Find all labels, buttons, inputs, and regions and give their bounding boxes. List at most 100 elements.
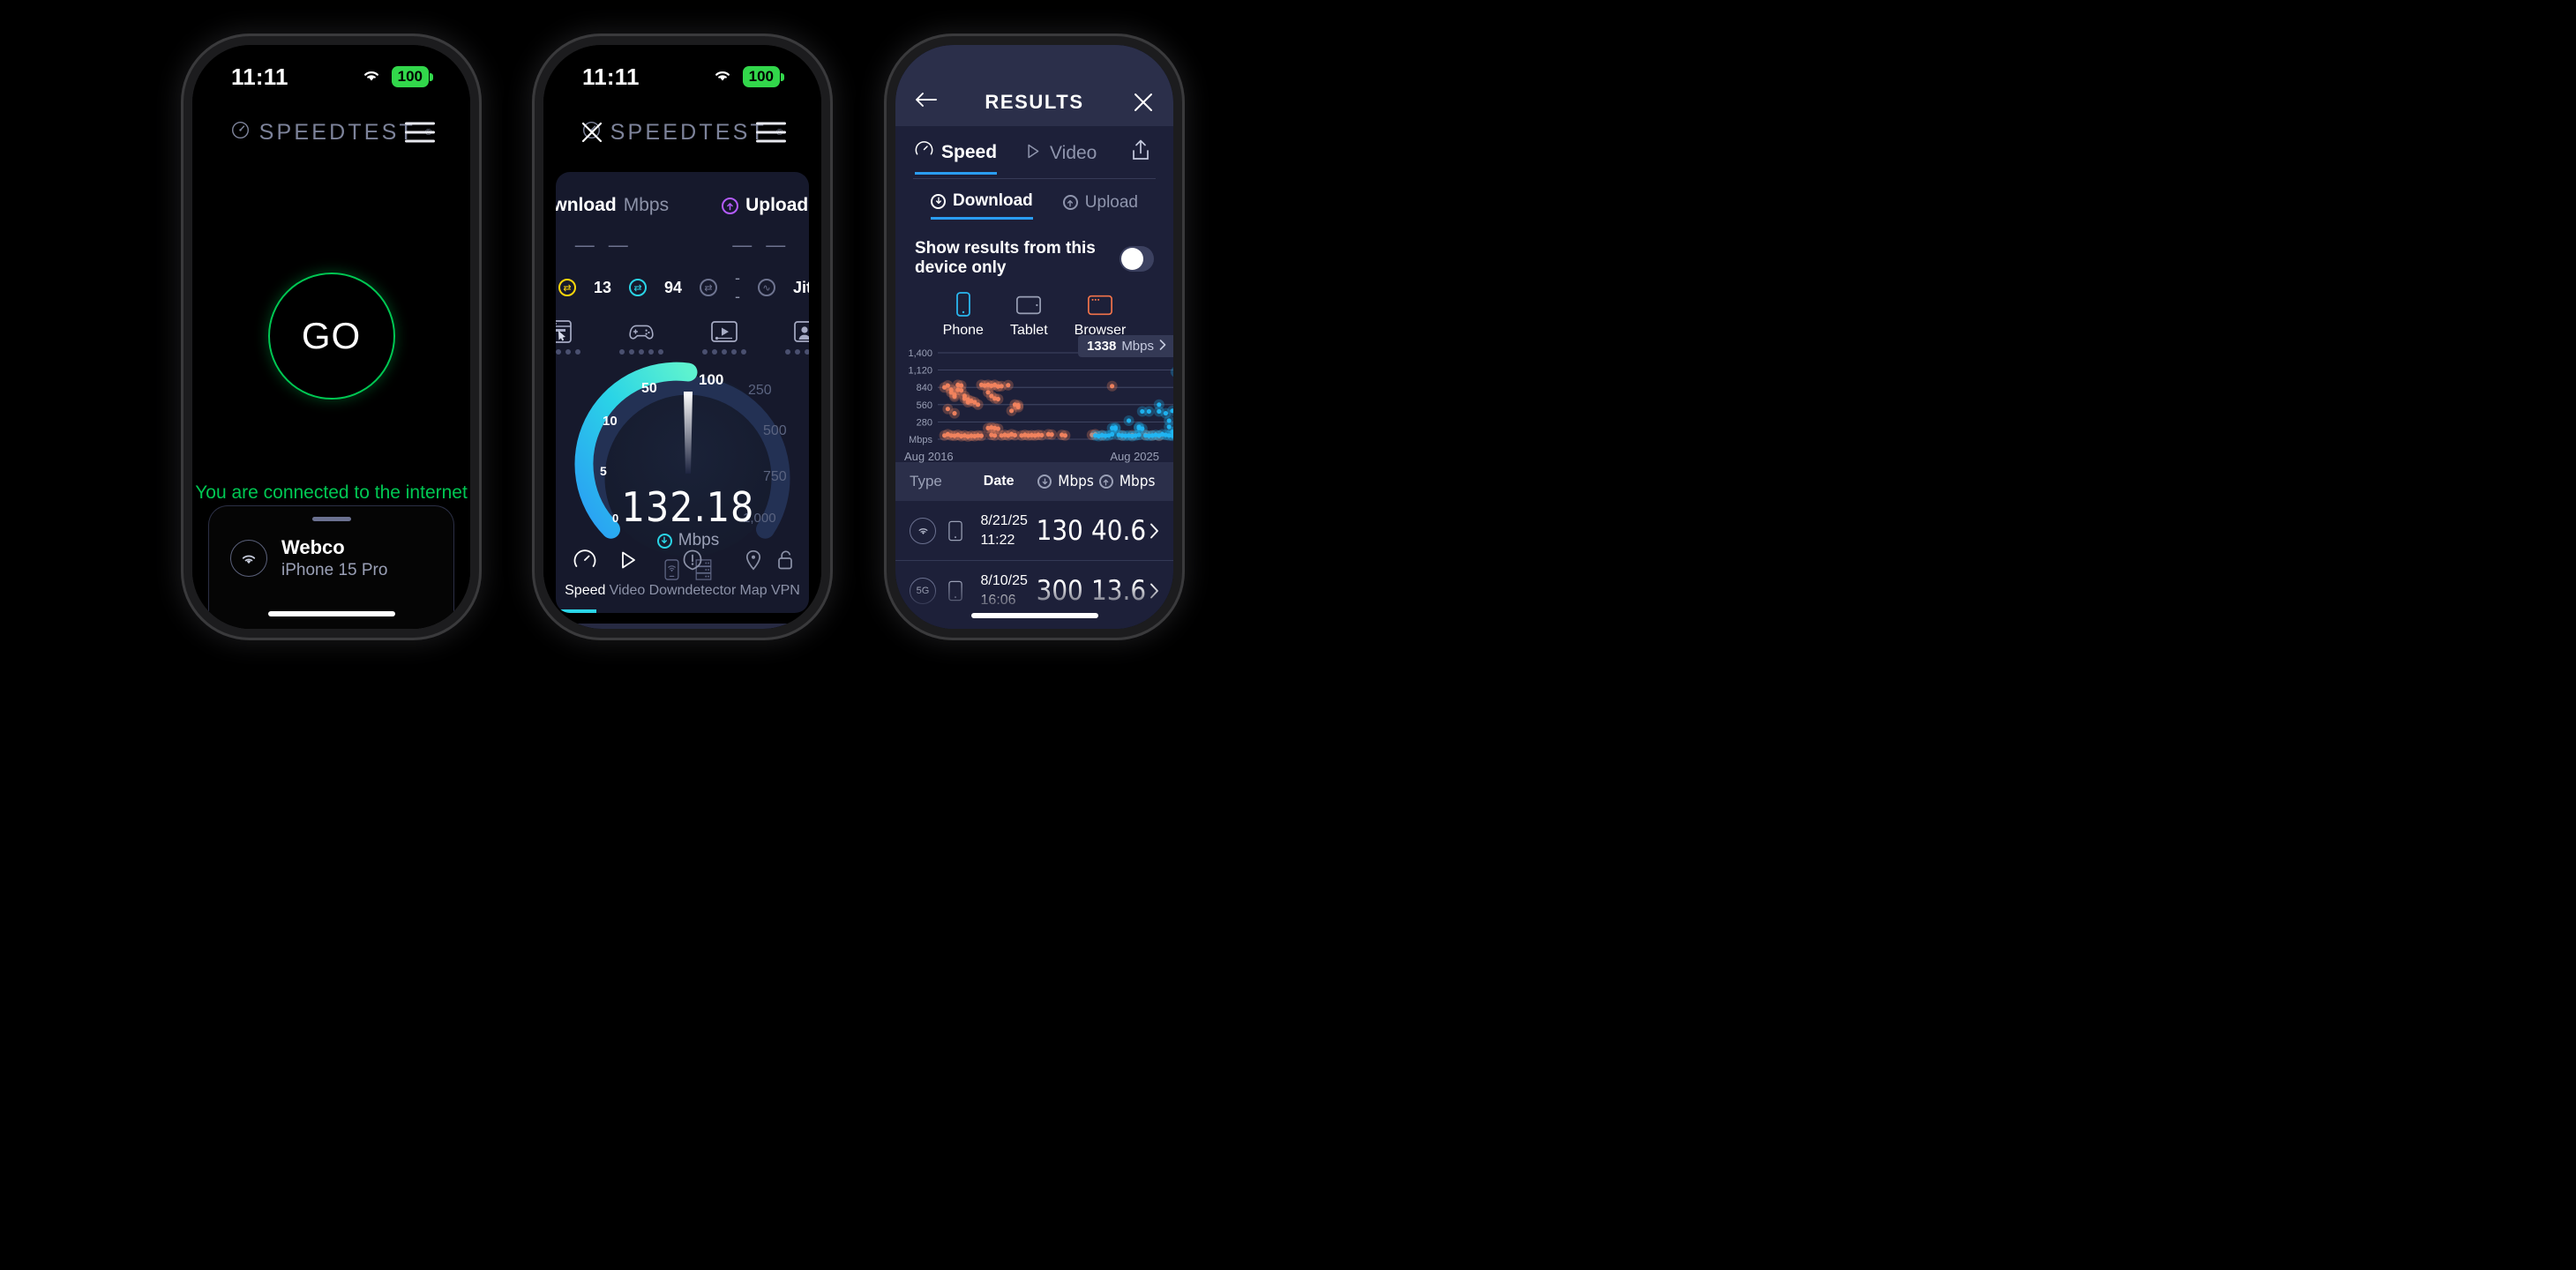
ping-idle-value: 13 [593,278,611,296]
row-date-value: 8/21/25 [980,512,1028,528]
chart-y-tick: 840 [917,383,932,393]
speed-gauge-card: Download Mbps Upload Mbps — — — — [556,172,809,613]
chevron-right-icon [1159,339,1166,354]
table-row[interactable]: 8/21/25 11:22 130 40.6 [895,501,1173,561]
chart-point [1163,411,1168,416]
device-filter-tablet[interactable]: Tablet [1010,292,1048,339]
tab-label: Upload [1084,192,1138,212]
status-icons: 100 [361,65,433,88]
header-upload[interactable]: Mbps [1095,473,1159,490]
status-time: 11:11 [582,63,640,90]
chart-y-tick: 1,400 [908,348,932,359]
chart-point [1140,408,1145,415]
battery-badge: 100 [391,65,433,88]
device-filter-toggle[interactable] [1120,245,1154,272]
chart-point [952,411,957,416]
tab-label: VPN [770,583,800,598]
device-filter-browser[interactable]: Browser [1075,292,1126,339]
phone-frame-2: 11:11 100 [532,34,833,640]
tab-speed[interactable]: Speed [565,549,605,599]
tab-video[interactable]: Video [610,549,645,599]
alert-circle-icon [681,549,704,576]
chart-point [959,383,964,388]
device-filter-phone[interactable]: Phone [943,292,984,339]
header-download[interactable]: Mbps [1037,473,1095,490]
chart-point [1006,383,1011,388]
rating-dots [784,349,809,355]
go-button[interactable]: GO [267,273,395,400]
chart-point [1157,408,1162,415]
tab-download[interactable]: Download [931,191,1033,220]
hamburger-menu-icon[interactable] [756,122,786,143]
chevron-right-icon[interactable] [1149,523,1159,539]
browser-cursor-icon[interactable] [556,320,580,355]
app-title: SPEEDTEST [610,119,768,145]
server-row[interactable]: Webco iPhone 15 Pro [230,535,432,581]
tab-upload[interactable]: Upload [1062,191,1138,220]
video-play-icon[interactable] [701,320,746,355]
chart-point [1015,405,1021,410]
tab-vpn[interactable]: VPN [771,549,800,599]
tab-video[interactable]: Video [1023,142,1097,174]
chart-y-tick: 1,120 [908,366,932,377]
app-title: SPEEDTEST [258,119,416,145]
current-speed-value: 132.18 [621,483,755,531]
row-type [910,517,948,544]
chart-point [1170,408,1173,414]
tab-map[interactable]: Map [740,549,768,599]
wifi-icon [361,67,382,87]
tab-downdetector[interactable]: Downdetector [649,549,736,599]
chart-x-label-end: Aug 2025 [1110,450,1159,463]
jitter-label: Jitter [793,278,809,296]
peak-speed-badge[interactable]: 1338 Mbps [1077,335,1173,357]
segment-tabs: Speed Video [895,126,1173,175]
download-circle-icon [656,533,672,549]
close-x-icon[interactable] [579,119,605,146]
chart-point [972,400,977,405]
chart-point [1049,432,1054,437]
server-selection-card[interactable]: Webco iPhone 15 Pro [208,505,454,629]
home-indicator [267,611,395,616]
close-x-icon[interactable] [1133,92,1154,113]
rating-dots [556,349,580,355]
chart-point [1157,402,1162,407]
gamepad-icon[interactable] [618,320,663,355]
ping-download-icon: ⇄ [628,279,647,296]
phone-screen-2: 11:11 100 [543,45,821,629]
chart-point [1039,432,1045,438]
hamburger-menu-icon[interactable] [405,122,435,143]
phone-frame-1: 11:11 100 SPEEDTEST ® [181,34,482,640]
go-section: GO You are connected to the internet [192,273,470,504]
chart-point [985,390,991,395]
wifi-icon [910,517,936,544]
tab-speed[interactable]: Speed [915,140,998,175]
arrow-left-icon[interactable] [915,91,938,114]
drag-handle[interactable] [311,517,351,521]
chart-point [969,433,974,438]
chart-point [1166,433,1172,438]
chart-point [1110,384,1115,389]
ping-download-value: 94 [663,278,683,296]
tab-label: Map [739,583,768,598]
chart-point [1012,432,1017,438]
header-download-label: Mbps [1058,473,1094,490]
header-date[interactable]: Date [983,474,1015,489]
play-triangle-icon [1023,142,1042,166]
device-label: Tablet [1009,323,1048,338]
chart-point [952,394,957,400]
home-indicator [970,613,1098,618]
feedback-card[interactable]: Feedback [556,624,809,629]
chart-point [1136,432,1142,437]
chart-point [965,400,970,405]
gauge-tick-10: 10 [603,414,618,429]
upload-circle-icon [722,197,739,214]
chart-point [999,384,1004,389]
upload-circle-icon [1062,195,1078,210]
speedometer-icon [915,140,933,164]
app-header: SPEEDTEST ® [543,96,821,168]
share-icon[interactable] [1131,138,1152,163]
device-filter-row: Show results from this device only [895,220,1173,278]
toggle-knob [1121,247,1144,270]
video-call-icon[interactable] [784,320,809,355]
chart-point [992,433,998,438]
